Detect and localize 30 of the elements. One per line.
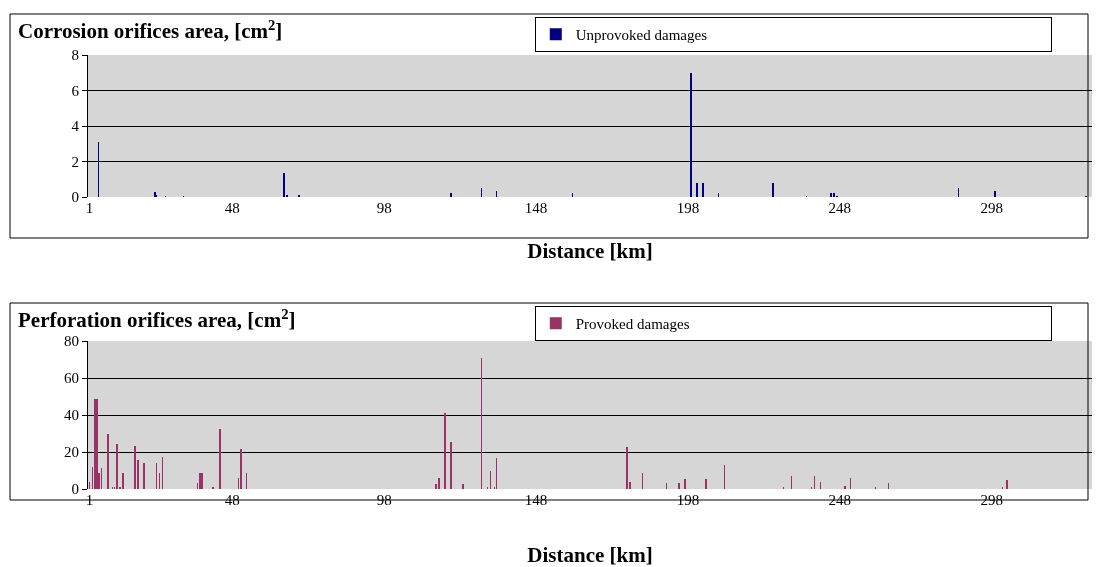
x-tick-label: 248 <box>828 200 852 216</box>
y-tick-label: 2 <box>71 153 79 170</box>
x-tick-label: 98 <box>376 492 392 508</box>
y-tick-label: 60 <box>64 370 79 387</box>
x-tick-label: 298 <box>980 200 1003 216</box>
chart-title: Corrosion orifices area, [cm$^{2}$] <box>18 16 283 44</box>
y-tick-label: 20 <box>64 444 79 461</box>
x-axis-title: Distance [km] <box>527 239 653 264</box>
x-tick-label: 1 <box>85 492 94 508</box>
y-tick-label: 40 <box>64 407 79 424</box>
x-tick-label: 198 <box>676 200 700 216</box>
x-tick-label: 148 <box>524 492 548 508</box>
y-tick-label: 4 <box>71 118 80 135</box>
x-tick-label: 48 <box>224 200 240 216</box>
x-tick-label: 48 <box>224 492 240 508</box>
legend-label: Provoked damages <box>575 316 690 333</box>
x-tick-label: 1 <box>85 200 94 216</box>
x-tick-label: 198 <box>676 492 700 508</box>
x-tick-label: 298 <box>980 492 1003 508</box>
y-tick-label: 0 <box>71 481 79 498</box>
x-tick-label: 98 <box>376 200 392 216</box>
chart-title: Perforation orifices area, [cm$^{2}$] <box>18 305 296 333</box>
y-tick-label: 80 <box>64 333 79 350</box>
y-tick-label: 0 <box>71 189 79 206</box>
x-tick-label: 148 <box>524 200 548 216</box>
x-tick-label: 248 <box>828 492 852 508</box>
y-tick-label: 6 <box>71 82 80 99</box>
x-axis-title: Distance [km] <box>527 543 653 567</box>
y-tick-label: 8 <box>71 47 79 64</box>
legend-label: Unprovoked damages <box>575 27 708 44</box>
